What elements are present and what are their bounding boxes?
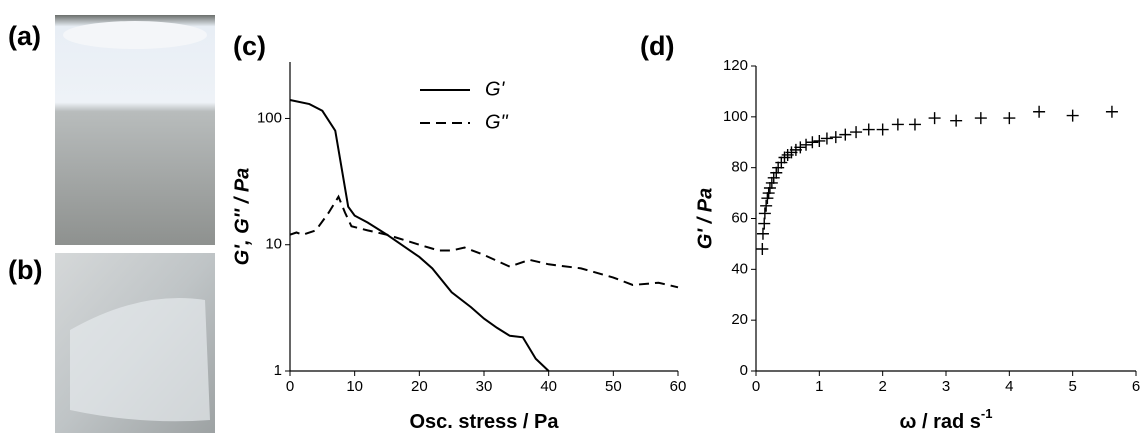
photo	[55, 15, 215, 245]
marker	[756, 243, 769, 255]
photo-detail	[63, 21, 207, 49]
marker	[950, 114, 963, 127]
x-tick-label: 30	[476, 378, 493, 395]
y-tick-label: 100	[257, 109, 282, 126]
marker	[813, 134, 826, 147]
x-tick-label: 40	[540, 378, 557, 395]
y-tick-label: 10	[265, 236, 282, 253]
marker	[1066, 109, 1079, 122]
marker	[772, 161, 785, 174]
marker	[758, 217, 771, 230]
x-tick-label: 0	[752, 378, 760, 395]
x-tick-label: 1	[815, 378, 823, 395]
marker	[765, 176, 778, 189]
marker	[928, 112, 941, 125]
x-tick-label: 2	[878, 378, 886, 395]
x-tick-label: 10	[346, 378, 363, 395]
x-axis-label: Osc. stress / Pa	[410, 411, 560, 433]
marker	[800, 138, 813, 151]
x-tick-label: 3	[942, 378, 950, 395]
marker	[806, 136, 819, 149]
x-tick-label: 60	[670, 378, 687, 395]
panel-label: (a)	[8, 21, 41, 51]
y-axis-label: G' / Pa	[694, 188, 716, 249]
line	[289, 99, 550, 372]
marker	[839, 128, 852, 141]
marker	[820, 132, 833, 145]
marker	[778, 151, 791, 164]
y-tick-label: 1	[274, 362, 282, 379]
line	[289, 194, 679, 289]
marker	[763, 182, 776, 194]
marker	[1105, 105, 1118, 118]
marker	[1033, 105, 1046, 118]
photo-detail	[70, 298, 210, 422]
y-axis-label: G', G'' / Pa	[231, 168, 253, 266]
x-tick-label: 5	[1068, 378, 1076, 395]
marker	[762, 187, 775, 200]
marker	[767, 171, 780, 184]
x-tick-label: 50	[605, 378, 622, 395]
marker	[794, 141, 807, 154]
y-tick-label: 80	[731, 159, 748, 176]
marker	[862, 123, 875, 136]
marker	[770, 166, 783, 179]
marker	[761, 192, 774, 205]
marker	[760, 199, 773, 212]
x-tick-label: 6	[1132, 378, 1140, 395]
x-axis-label-text: ω / rad s	[900, 411, 981, 433]
panel-label: (b)	[8, 255, 42, 285]
panel-label: (c)	[233, 31, 266, 61]
y-tick-label: 60	[731, 209, 748, 226]
y-tick-label: 40	[731, 260, 748, 277]
marker	[1003, 112, 1016, 125]
y-tick-label: 0	[740, 362, 748, 379]
x-tick-label: 20	[411, 378, 428, 395]
y-tick-label: 100	[723, 108, 748, 125]
x-axis-label: ω / rad s-1	[900, 406, 993, 433]
marker	[908, 118, 921, 131]
x-axis-label-sup: -1	[981, 406, 993, 421]
marker	[974, 112, 987, 125]
y-tick-label: 20	[731, 311, 748, 328]
legend-label: G'	[485, 78, 506, 100]
y-tick-label: 120	[723, 57, 748, 74]
marker	[756, 227, 769, 240]
marker	[829, 131, 842, 144]
marker	[876, 123, 889, 136]
marker	[850, 126, 863, 139]
x-tick-label: 0	[286, 378, 294, 395]
legend-label: G"	[485, 111, 509, 133]
panel-label: (d)	[640, 31, 674, 61]
marker	[758, 207, 771, 220]
x-axis-label-text: Osc. stress / Pa	[410, 411, 560, 433]
x-tick-label: 4	[1005, 378, 1013, 395]
marker	[891, 118, 904, 131]
marker	[775, 156, 788, 169]
